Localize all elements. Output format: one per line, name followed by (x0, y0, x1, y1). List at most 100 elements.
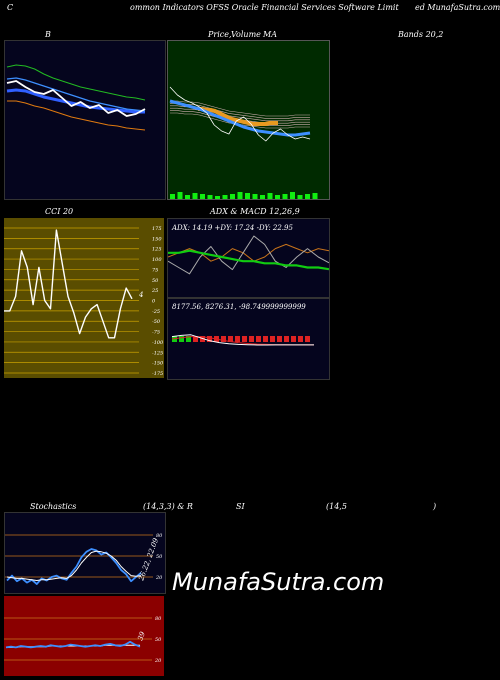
bollinger-panel (4, 40, 166, 200)
volume-bar (312, 193, 318, 199)
macd-histogram-bar (277, 336, 282, 342)
macd-histogram-bar (256, 336, 261, 342)
macd-histogram-bar (298, 336, 303, 342)
header-left: C (7, 3, 14, 12)
stochastics-d-line (6, 550, 142, 581)
cci-tick-label: 25 (151, 288, 158, 294)
macd-histogram-bar (186, 336, 191, 342)
stochastics-title: Stochastics (30, 502, 77, 511)
ma-title: MA (263, 30, 277, 39)
cci-line (4, 229, 133, 339)
cci-tick-label: 125 (152, 247, 162, 253)
macd-panel: 8177.56, 8276.31, -98.749999999999 (167, 298, 330, 380)
cci-tick-label: 150 (152, 236, 162, 242)
macd-histogram-bar (284, 336, 289, 342)
rsi-panel: 80 50 20 39 (4, 596, 164, 676)
stochastics-panel: 80 50 20 26.22, 22.09 (4, 512, 166, 594)
cci-tick-label: 75 (152, 267, 158, 273)
bands-title: Bands 20,2 (398, 30, 444, 39)
macd-histogram-bar (221, 336, 226, 342)
cci-tick-label: -150 (152, 361, 164, 367)
macd-readout: 8177.56, 8276.31, -98.749999999999 (172, 303, 306, 311)
ma-band-line (170, 103, 310, 119)
stochastics-tick-label: 20 (155, 575, 163, 581)
cci-title: CCI 20 (45, 207, 74, 216)
macd-histogram-bar (291, 336, 296, 342)
volume-bar (267, 193, 273, 199)
stochastics-k-line (6, 548, 142, 585)
volume-title: Volume (231, 30, 261, 39)
header-site: ed MunafaSutra.com (415, 3, 500, 12)
macd-histogram-bar (207, 336, 212, 342)
rsi-chart: 80 50 20 39 (4, 616, 162, 664)
volume-bar (215, 196, 220, 199)
bollinger-title: B (45, 30, 51, 39)
stochastics-tick-label: 80 (156, 533, 163, 539)
volume-bar (185, 195, 190, 199)
volume-bar (177, 192, 183, 199)
cci-tick-label: -175 (152, 371, 163, 377)
rsi-line (5, 640, 141, 649)
macd-histogram-bar (200, 336, 205, 342)
price-line (6, 80, 146, 117)
cci-tick-label: -75 (152, 330, 160, 336)
cci-tick-label: -25 (152, 309, 160, 315)
rsi-tick-label: 80 (155, 616, 162, 622)
rsi-title: SI (236, 502, 245, 511)
bollinger-upper-line (6, 64, 146, 101)
stochastics-params: (14,3,3) & R (143, 502, 193, 511)
macd-line (171, 334, 314, 346)
macd-histogram-bar (305, 336, 310, 342)
volume-bar (200, 194, 205, 199)
cci-chart: 175 150 125 100 75 50 25 0 -25 -50 -75 -100 -125 -150… (4, 226, 164, 377)
macd-histogram-bar (270, 336, 275, 342)
header-title: ommon Indicators OFSS Oracle Financial S… (130, 3, 399, 12)
volume-bar (222, 195, 228, 199)
rsi-tick-label: 20 (154, 658, 162, 664)
cci-panel: 175 150 125 100 75 50 25 0 -25 -50 -75 -100 -125 -150… (4, 218, 164, 378)
stochastics-tick-label: 50 (156, 554, 163, 560)
adx-line (168, 249, 329, 271)
watermark: MunafaSutra.com (172, 568, 385, 596)
volume-bar (237, 192, 243, 199)
rsi-params: (14,5 (326, 502, 347, 511)
adx-macd-title: ADX & MACD 12,26,9 (210, 207, 300, 216)
cci-tick-label: 175 (152, 226, 162, 232)
cci-tick-label: 0 (152, 299, 156, 305)
ma-blue-line (169, 99, 311, 137)
ma-orange-line (198, 107, 278, 126)
adx-chart: ADX: 14.19 +DY: 17.24 -DY: 22.95 (168, 224, 329, 275)
volume-bar (305, 194, 310, 199)
adx-readout: ADX: 14.19 +DY: 17.24 -DY: 22.95 (171, 224, 293, 232)
cci-tick-label: 100 (152, 257, 162, 263)
bollinger-chart (6, 64, 146, 131)
adx-panel: ADX: 14.19 +DY: 17.24 -DY: 22.95 (167, 218, 330, 298)
volume-bar (252, 194, 258, 199)
volume-bar (207, 195, 213, 199)
price-line (169, 86, 311, 142)
macd-histogram-bar (235, 336, 240, 342)
plus-di-line (168, 235, 329, 275)
macd-histogram-bar (193, 336, 198, 342)
rsi-tick-label: 50 (155, 637, 162, 643)
volume-bar (260, 195, 265, 199)
volume-bar (170, 194, 175, 199)
cci-tick-label: -50 (152, 319, 161, 325)
rsi-params-close: ) (433, 502, 437, 511)
price-title: Price, (208, 30, 232, 39)
price-volume-ma-chart (169, 86, 318, 199)
price-volume-ma-panel (167, 40, 330, 200)
macd-histogram-bar (228, 336, 233, 342)
bollinger-lower-line (7, 100, 146, 131)
volume-bar (297, 195, 303, 199)
cci-tick-label: 50 (152, 278, 159, 284)
volume-bar (230, 194, 235, 199)
volume-bar (290, 192, 295, 199)
minus-di-line (168, 243, 329, 262)
macd-histogram-bar (242, 336, 247, 342)
macd-histogram-bar (263, 336, 268, 342)
volume-bar (275, 195, 280, 199)
volume-bar (282, 194, 288, 199)
cci-tick-label: -125 (152, 350, 163, 356)
macd-histogram-bar (179, 336, 184, 342)
